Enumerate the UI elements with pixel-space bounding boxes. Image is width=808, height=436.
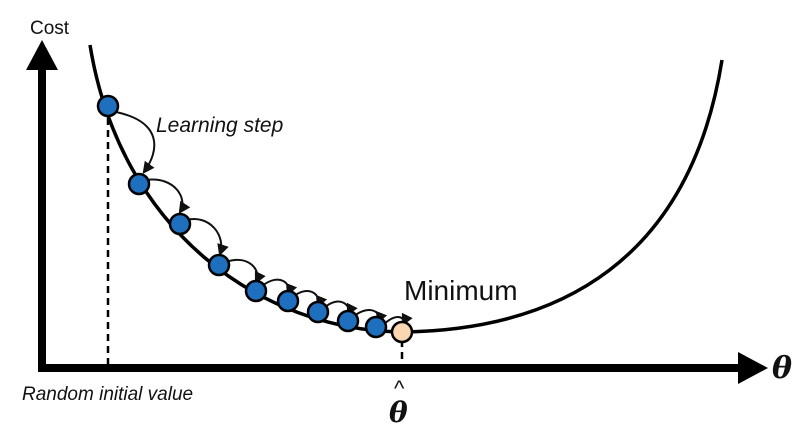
step-arrow [225, 259, 266, 285]
step-point [364, 315, 388, 339]
random-initial-value-label: Random initial value [22, 384, 193, 405]
y-axis-arrowhead [26, 40, 58, 70]
learning-step-label: Learning step [156, 114, 283, 137]
minimum-point [390, 320, 414, 344]
step-point [96, 94, 120, 118]
step-point [168, 212, 192, 236]
step-point [306, 300, 330, 324]
y-axis-label: Cost [30, 18, 70, 39]
step-point [276, 289, 300, 313]
step-points [96, 94, 414, 344]
step-arrow [115, 111, 156, 174]
step-point [336, 309, 360, 333]
step-arrow [145, 178, 191, 214]
step-point [207, 253, 231, 277]
optimum-hat-label: ^ [394, 376, 405, 401]
step-point [127, 172, 151, 196]
x-axis-label: θ [772, 351, 792, 386]
step-point [244, 279, 268, 303]
x-axis-arrowhead [738, 352, 768, 384]
minimum-label: Minimum [404, 275, 518, 306]
optimum-theta-label: θ [389, 396, 408, 429]
step-arrow [185, 217, 229, 257]
